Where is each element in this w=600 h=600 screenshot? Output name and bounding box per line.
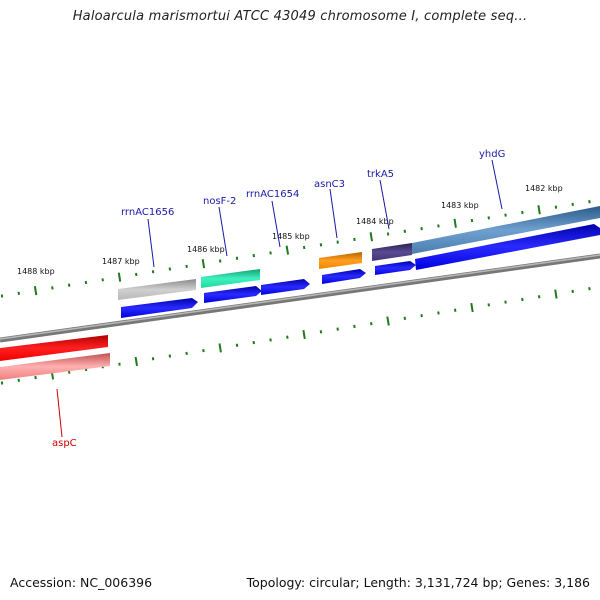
lower-ring-minor-tick xyxy=(353,324,356,329)
lower-ring-minor-tick xyxy=(17,378,20,382)
upper-ring-minor-tick xyxy=(252,253,255,258)
lower-ring-minor-tick xyxy=(168,354,172,358)
upper-ring-major-tick xyxy=(537,205,541,215)
lower-tick-ring xyxy=(0,287,591,385)
feature-asnC3-bar[interactable] xyxy=(319,252,362,269)
feature-rrnAC1656-bar[interactable] xyxy=(118,279,196,300)
tick-label-1485: 1485 kbp xyxy=(272,232,310,241)
leader-lines xyxy=(56,159,503,438)
lower-ring-minor-tick xyxy=(403,316,407,320)
lower-ring-minor-tick xyxy=(521,297,524,302)
upper-ring-minor-tick xyxy=(403,229,407,233)
lower-ring-major-tick xyxy=(470,302,474,313)
cds-arrow-5[interactable] xyxy=(375,261,416,275)
upper-ring-major-tick xyxy=(285,245,290,255)
upper-ring-minor-tick xyxy=(302,245,306,250)
lower-ring-major-tick xyxy=(386,316,390,326)
chromosome-backbone xyxy=(0,253,600,343)
upper-ring-major-tick xyxy=(369,232,373,242)
upper-ring-major-tick xyxy=(33,286,38,296)
upper-ring-minor-tick xyxy=(185,264,188,268)
upper-ring-minor-tick xyxy=(168,267,172,271)
gene-label-aspC[interactable]: aspC xyxy=(52,438,77,449)
map-title: Haloarcula marismortui ATCC 43049 chromo… xyxy=(72,9,528,24)
upper-ring-minor-tick xyxy=(504,213,507,217)
lower-ring-major-tick xyxy=(302,329,306,340)
lower-ring-minor-tick xyxy=(286,335,289,339)
tick-label-1483: 1483 kbp xyxy=(441,201,479,210)
upper-ring-minor-tick xyxy=(17,291,20,295)
feature-yhdG-bar[interactable] xyxy=(412,206,600,254)
tick-label-1486: 1486 kbp xyxy=(187,245,225,254)
lower-ring-minor-tick xyxy=(487,303,490,307)
lower-ring-major-tick xyxy=(134,356,138,367)
upper-ring-minor-tick xyxy=(521,210,524,215)
lower-ring-minor-tick xyxy=(185,351,188,355)
gene-label-yhdG[interactable]: yhdG xyxy=(479,149,505,160)
lower-ring-minor-tick xyxy=(202,349,205,353)
lower-ring-minor-tick xyxy=(319,330,323,334)
upper-ring-minor-tick xyxy=(353,237,356,242)
lower-ring-minor-tick xyxy=(34,375,37,380)
tick-label-1482: 1482 kbp xyxy=(525,184,563,193)
upper-ring-minor-tick xyxy=(588,200,591,204)
cds-arrow-6[interactable] xyxy=(415,224,600,270)
feature-nosF-2-bar[interactable] xyxy=(201,269,260,288)
upper-ring-major-tick xyxy=(453,218,457,228)
upper-ring-minor-tick xyxy=(420,227,423,231)
tick-label-1488: 1488 kbp xyxy=(17,267,55,276)
tick-label-1487: 1487 kbp xyxy=(102,257,140,266)
gene-label-asnC3[interactable]: asnC3 xyxy=(314,179,345,190)
upper-tick-ring xyxy=(0,200,591,298)
upper-ring-minor-tick xyxy=(487,216,490,220)
genome-summary-text: Topology: circular; Length: 3,131,724 bp… xyxy=(246,575,590,590)
lower-ring-minor-tick xyxy=(370,322,373,326)
cds-arrow-2[interactable] xyxy=(204,286,262,303)
cds-arrow-1[interactable] xyxy=(121,298,198,318)
gene-label-rrnAC1656[interactable]: rrnAC1656 xyxy=(121,207,174,218)
accession-text: Accession: NC_006396 xyxy=(10,575,153,590)
feature-aspC-pink-bar[interactable] xyxy=(0,353,110,380)
upper-ring-major-tick xyxy=(201,259,206,269)
upper-ring-minor-tick xyxy=(84,280,88,285)
upper-ring-minor-tick xyxy=(269,251,272,255)
lower-ring-minor-tick xyxy=(588,287,591,291)
lower-ring-minor-tick xyxy=(420,314,423,318)
tick-label-1484: 1484 kbp xyxy=(356,217,394,226)
lower-ring-major-tick xyxy=(218,343,222,353)
upper-ring-minor-tick xyxy=(437,224,440,228)
upper-ring-minor-tick xyxy=(470,218,474,223)
feature-aspC-red-bar[interactable] xyxy=(0,335,108,361)
upper-ring-minor-tick xyxy=(386,232,390,236)
gene-label-trkA5[interactable]: trkA5 xyxy=(367,169,394,180)
upper-ring-minor-tick xyxy=(67,283,71,287)
cds-arrow-3[interactable] xyxy=(261,279,310,295)
feature-trkA5-bar[interactable] xyxy=(372,243,412,261)
lower-ring-minor-tick xyxy=(151,357,155,361)
upper-ring-minor-tick xyxy=(151,270,155,274)
upper-ring-minor-tick xyxy=(135,272,138,277)
upper-ring-major-tick xyxy=(117,272,122,282)
lower-ring-minor-tick xyxy=(504,300,507,304)
cds-arrow-4[interactable] xyxy=(322,269,366,284)
gene-label-rrnAC1654[interactable]: rrnAC1654 xyxy=(246,189,299,200)
lower-ring-minor-tick xyxy=(269,338,272,342)
lower-ring-minor-tick xyxy=(537,295,541,299)
lower-ring-minor-tick xyxy=(252,340,255,345)
lower-ring-minor-tick xyxy=(437,311,440,315)
lower-ring-major-tick xyxy=(554,289,558,299)
upper-ring-minor-tick xyxy=(51,286,54,290)
upper-ring-minor-tick xyxy=(319,243,323,247)
gene-label-nosF-2[interactable]: nosF-2 xyxy=(203,196,236,207)
